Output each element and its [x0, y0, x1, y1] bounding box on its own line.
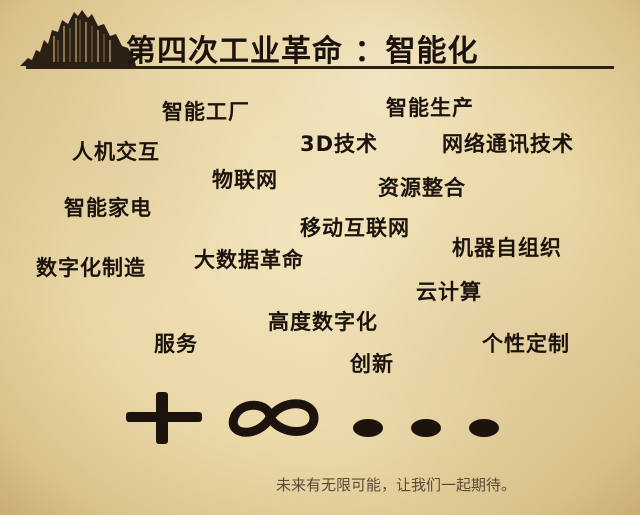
- plus-infinity-ellipsis-icon: [126, 392, 499, 444]
- keyword: 大数据革命: [194, 248, 304, 272]
- title-divider: [26, 66, 614, 69]
- keyword: 机器自组织: [452, 236, 562, 260]
- keyword: 移动互联网: [300, 216, 410, 240]
- plus-icon: [126, 392, 202, 444]
- keyword: 个性定制: [482, 332, 570, 356]
- keyword: 人机交互: [72, 140, 160, 164]
- keyword: 3D技术: [300, 132, 379, 156]
- infinity-icon: [228, 399, 319, 437]
- page-title: 第四次工业革命 ：智能化: [126, 34, 479, 69]
- keyword: 数字化制造: [36, 256, 146, 280]
- keyword: 物联网: [212, 168, 278, 192]
- keyword: 智能工厂: [162, 100, 250, 124]
- city-skyline-icon: [20, 10, 136, 66]
- keyword: 智能家电: [64, 196, 152, 220]
- keyword: 服务: [154, 332, 198, 356]
- keyword: 网络通讯技术: [442, 132, 574, 156]
- keyword: 云计算: [416, 280, 482, 304]
- keyword: 高度数字化: [268, 310, 378, 334]
- keyword: 智能生产: [386, 96, 474, 120]
- keyword: 创新: [350, 352, 394, 376]
- header: 第四次工业革命 ：智能化: [18, 6, 618, 70]
- footer-caption: 未来有无限可能，让我们一起期待。: [276, 476, 517, 494]
- keyword: 资源整合: [378, 176, 466, 200]
- ellipsis-icon: [353, 419, 499, 437]
